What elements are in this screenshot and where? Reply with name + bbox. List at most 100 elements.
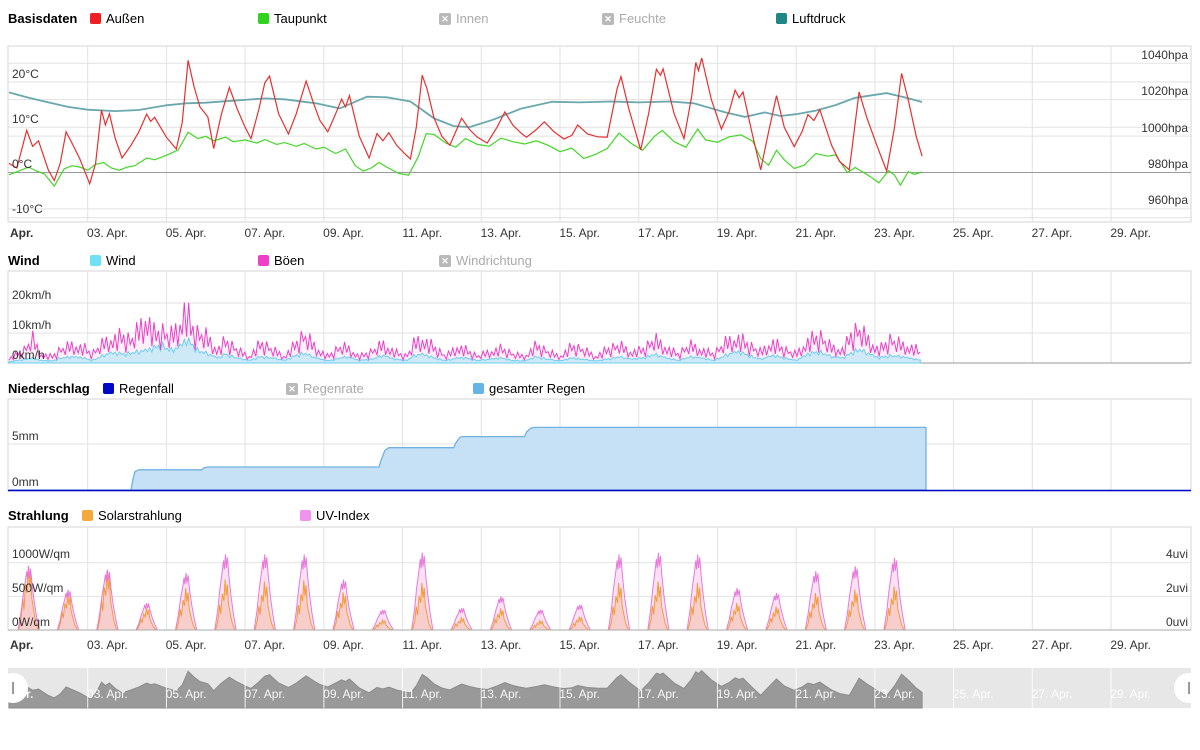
legend-item-regenrate[interactable]: ✕ Regenrate xyxy=(286,380,364,397)
series-color-swatch-icon xyxy=(90,255,101,266)
legend-item-label: Außen xyxy=(106,11,145,26)
x-axis-date-label: 19. Apr. xyxy=(716,687,758,701)
x-axis-date-label: 17. Apr. xyxy=(638,687,679,701)
y-axis-label-pressure: 1000hpa xyxy=(1141,120,1188,135)
series-color-swatch-icon xyxy=(258,255,269,266)
handle-grip-icon xyxy=(1188,682,1190,694)
navigator-right-handle[interactable] xyxy=(1174,673,1200,703)
y-axis-label-rain: 5mm xyxy=(12,429,39,443)
series-color-swatch-icon xyxy=(103,383,114,394)
legend-item-b-en[interactable]: Böen xyxy=(258,252,304,269)
x-axis-date-label: 03. Apr. xyxy=(87,687,128,701)
y-axis-label-temp: -10°C xyxy=(12,202,43,217)
y-axis-label-solar: 500W/qm xyxy=(12,580,64,595)
x-axis-date-label: 17. Apr. xyxy=(638,638,679,652)
disabled-series-x-icon: ✕ xyxy=(286,382,298,395)
x-axis-date-label: 27. Apr. xyxy=(1031,226,1073,240)
legend-item-windrichtung[interactable]: ✕ Windrichtung xyxy=(439,252,532,269)
legend-item-label: Regenfall xyxy=(119,381,174,396)
legend-item-label: Innen xyxy=(456,11,489,26)
legend-item-label: UV-Index xyxy=(316,508,370,523)
disabled-series-x-icon: ✕ xyxy=(439,12,451,25)
y-axis-label-solar: 0W/qm xyxy=(12,614,51,629)
legend-item-label: Taupunkt xyxy=(274,11,327,26)
x-axis-date-label: 11. Apr. xyxy=(402,687,443,701)
legend-item-wind[interactable]: Wind xyxy=(90,252,136,269)
legend-item-label: Windrichtung xyxy=(456,253,532,268)
section-title-niederschlag: Niederschlag xyxy=(8,381,90,396)
y-axis-label-rain: 0mm xyxy=(12,475,39,489)
y-axis-label-pressure: 960hpa xyxy=(1147,193,1188,208)
x-axis-month-label: Apr. xyxy=(10,638,34,652)
x-axis-date-label: 21. Apr. xyxy=(795,226,837,240)
series-color-swatch-icon xyxy=(473,383,484,394)
y-axis-label-temp: 20°C xyxy=(12,66,39,81)
y-axis-label-wind: 20km/h xyxy=(12,288,52,302)
legend-item-taupunkt[interactable]: Taupunkt xyxy=(258,10,327,27)
x-axis-date-label: 19. Apr. xyxy=(716,638,758,652)
legend-item-label: Feuchte xyxy=(619,11,666,26)
legend-item-feuchte[interactable]: ✕ Feuchte xyxy=(602,10,666,27)
series-color-swatch-icon xyxy=(776,13,787,24)
legend-item-label: Regenrate xyxy=(303,381,364,396)
x-axis-date-label: 25. Apr. xyxy=(952,638,994,652)
x-axis-date-label: 07. Apr. xyxy=(244,687,286,701)
legend-item-solarstrahlung[interactable]: Solarstrahlung xyxy=(82,507,182,524)
legend-item-label: Solarstrahlung xyxy=(98,508,182,523)
x-axis-date-label: 07. Apr. xyxy=(244,226,286,240)
x-axis-date-label: 11. Apr. xyxy=(402,226,443,240)
legend-row-basisdaten: Basisdaten Außen Taupunkt ✕ Innen ✕ Feuchte Lu… xyxy=(0,10,1200,27)
x-axis-date-label: 09. Apr. xyxy=(323,638,364,652)
legend-item-regenfall[interactable]: Regenfall xyxy=(103,380,174,397)
x-axis-date-label: 15. Apr. xyxy=(559,687,601,701)
x-axis-date-label: 29. Apr. xyxy=(1110,226,1152,240)
x-axis-date-label: 13. Apr. xyxy=(480,226,522,240)
legend-item-label: gesamter Regen xyxy=(489,381,586,396)
x-axis-date-label: 23. Apr. xyxy=(874,687,915,701)
series-color-swatch-icon xyxy=(82,510,93,521)
legend-item-uv-index[interactable]: UV-Index xyxy=(300,507,369,524)
legend-item-luftdruck[interactable]: Luftdruck xyxy=(776,10,845,27)
y-axis-label-uv: 2uvi xyxy=(1165,580,1188,595)
legend-row-wind: Wind Wind Böen ✕ Windrichtung xyxy=(0,252,1200,269)
x-axis-date-label: 17. Apr. xyxy=(638,226,679,240)
y-axis-label-uv: 4uvi xyxy=(1165,547,1188,562)
series-color-swatch-icon xyxy=(300,510,311,521)
y-axis-label-temp: 10°C xyxy=(12,111,39,126)
y-axis-label-uv: 0uvi xyxy=(1165,614,1188,629)
x-axis-date-label: 09. Apr. xyxy=(323,226,364,240)
y-axis-label-temp: 0°C xyxy=(12,157,33,171)
legend-item-label: Luftdruck xyxy=(792,11,846,26)
legend-item-gesamter-regen[interactable]: gesamter Regen xyxy=(473,380,585,397)
y-axis-label-pressure: 1020hpa xyxy=(1141,84,1188,99)
x-axis-date-label: 13. Apr. xyxy=(480,687,522,701)
x-axis-date-label: 05. Apr. xyxy=(165,687,207,701)
x-axis-date-label: 03. Apr. xyxy=(87,638,128,652)
navigator-left-handle[interactable] xyxy=(0,673,28,703)
legend-item-au-en[interactable]: Außen xyxy=(90,10,144,27)
x-axis-date-label: 21. Apr. xyxy=(795,687,837,701)
x-axis-date-label: 15. Apr. xyxy=(559,226,601,240)
x-axis-date-label: 03. Apr. xyxy=(87,226,128,240)
x-axis-date-label: 13. Apr. xyxy=(480,638,522,652)
x-axis-date-label: 07. Apr. xyxy=(244,638,286,652)
y-axis-label-pressure: 980hpa xyxy=(1147,157,1188,171)
section-title-basisdaten: Basisdaten xyxy=(8,11,78,26)
x-axis-date-label: 25. Apr. xyxy=(952,226,994,240)
x-axis-date-label: 27. Apr. xyxy=(1031,687,1073,701)
legend-row-strahlung: Strahlung Solarstrahlung UV-Index xyxy=(0,507,1200,524)
legend-row-niederschlag: Niederschlag Regenfall ✕ Regenrate gesamter… xyxy=(0,380,1200,397)
y-axis-label-wind: 10km/h xyxy=(12,318,52,332)
x-axis-date-label: 25. Apr. xyxy=(952,687,994,701)
x-axis-date-label: 23. Apr. xyxy=(874,638,915,652)
section-title-wind: Wind xyxy=(8,253,40,268)
y-axis-label-solar: 1000W/qm xyxy=(12,547,71,562)
y-axis-label-wind: 0km/h xyxy=(12,348,45,362)
legend-item-label: Böen xyxy=(274,253,305,268)
x-axis-date-label: 29. Apr. xyxy=(1110,638,1152,652)
legend-item-innen[interactable]: ✕ Innen xyxy=(439,10,489,27)
x-axis-date-label: 19. Apr. xyxy=(716,226,758,240)
x-axis-date-label: 23. Apr. xyxy=(874,226,915,240)
x-axis-date-label: 05. Apr. xyxy=(165,226,207,240)
